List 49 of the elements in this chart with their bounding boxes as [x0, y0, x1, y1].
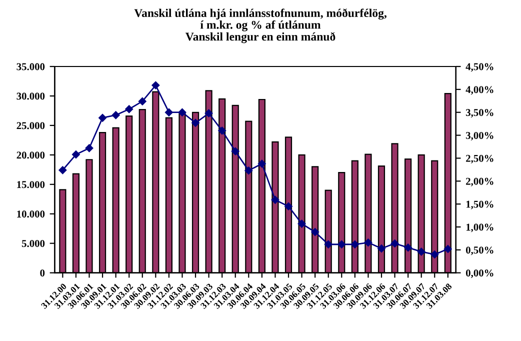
- point: [85, 144, 94, 152]
- y2-tick-label: 1,00%: [466, 224, 494, 232]
- point: [324, 240, 332, 248]
- y2-tick-label: 1,50%: [466, 200, 494, 210]
- point: [298, 220, 306, 228]
- y-tick-label: 10.000: [17, 210, 45, 218]
- point: [404, 244, 412, 252]
- y-tick-label: 20.000: [16, 152, 45, 159]
- point: [152, 81, 160, 90]
- point: [218, 126, 226, 135]
- y2-tick-label: 4,50%: [466, 63, 494, 72]
- point: [444, 245, 452, 253]
- point: [271, 196, 280, 204]
- y-tick-label: 35.000: [16, 63, 45, 70]
- point: [311, 228, 320, 236]
- y2-tick-label: 3,50%: [466, 109, 494, 118]
- point: [112, 111, 120, 120]
- y2-tick-label: 0,00%: [466, 269, 494, 278]
- point: [192, 118, 200, 127]
- y-tick-label: 5.000: [22, 240, 45, 248]
- point: [72, 150, 80, 158]
- point: [390, 240, 399, 248]
- chart-title: Vanskil útlána hjá innlánsstofnunum, móðurfélög, í m.kr. og % af útlánum Vanskil lengur en einn mánuð: [134, 8, 386, 44]
- y-tick-label: 15.000: [17, 181, 45, 188]
- y2-tick-label: 2,50%: [466, 154, 494, 164]
- y-tick-label: 30.000: [16, 92, 45, 100]
- point: [258, 160, 266, 168]
- point: [244, 166, 253, 174]
- point: [364, 238, 372, 246]
- point: [350, 240, 359, 248]
- point: [125, 105, 134, 114]
- y-tick-label: 0: [40, 269, 45, 277]
- point: [430, 250, 439, 258]
- y-tick-label: 25.000: [16, 122, 45, 130]
- point: [98, 114, 106, 122]
- point: [204, 109, 213, 118]
- point: [231, 147, 240, 156]
- y2-tick-label: 4,00%: [466, 86, 494, 95]
- point: [58, 166, 67, 174]
- y2-tick-label: 3,00%: [466, 132, 494, 140]
- point: [417, 248, 426, 256]
- point: [284, 202, 292, 210]
- point: [138, 97, 146, 106]
- point: [378, 244, 386, 252]
- point: [178, 108, 186, 116]
- y2-tick-label: 0,50%: [466, 246, 494, 256]
- point: [338, 240, 346, 248]
- point: [165, 108, 173, 116]
- y2-tick-label: 2,00%: [466, 178, 494, 186]
